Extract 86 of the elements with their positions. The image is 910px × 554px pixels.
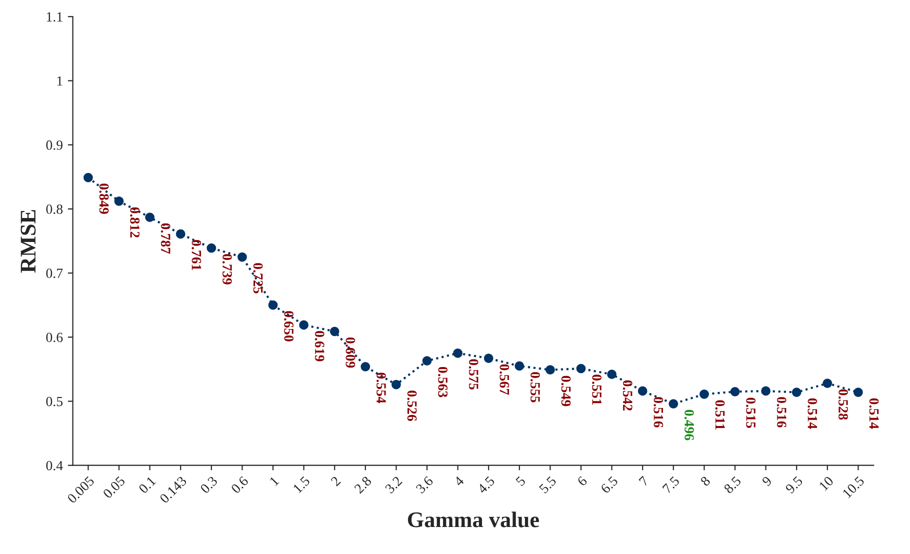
point [854, 388, 863, 397]
y-tick-label: 0.5 [46, 396, 63, 406]
point [700, 390, 709, 399]
x-tick-label: 0.6 [230, 476, 249, 494]
y-tick-label: 0.4 [46, 460, 63, 470]
data-label: 0.516 [654, 397, 664, 428]
x-tick-label: 5.5 [538, 476, 557, 494]
x-tick-label: 8.5 [723, 476, 742, 494]
x-tick-label: 7.5 [662, 476, 680, 494]
data-label: 0.761 [192, 240, 202, 270]
x-tick-label: 1.5 [292, 476, 310, 494]
point [607, 370, 616, 380]
x-tick-label: 10.5 [842, 476, 865, 498]
data-label: 0.739 [222, 254, 232, 284]
x-tick-label: 6 [576, 476, 588, 486]
x-tick-label: 1 [269, 476, 280, 486]
x-axis-title: Gamma value [408, 512, 539, 528]
data-label: 0.575 [468, 359, 478, 390]
data-label: 0.787 [160, 223, 170, 254]
point [114, 196, 124, 206]
data-label: 0.515 [746, 398, 756, 428]
data-label: 0.555 [530, 372, 540, 402]
point [792, 388, 802, 397]
data-label: 0.549 [561, 376, 571, 406]
data-label: 0.551 [592, 374, 602, 405]
point [268, 300, 278, 310]
y-tick-label: 0.8 [46, 204, 63, 214]
data-label: 0.563 [438, 366, 448, 398]
x-tick-label: 5 [515, 476, 526, 486]
point [576, 364, 586, 374]
x-tick-label: 0.05 [102, 476, 126, 499]
x-tick-label: 3.2 [384, 476, 403, 494]
point [360, 362, 370, 372]
point [546, 365, 555, 375]
data-label: 0.609 [346, 337, 356, 368]
x-tick-label: 8 [700, 476, 711, 487]
annotation: 0.496 [684, 410, 694, 440]
x-tick-label: 7 [638, 476, 650, 486]
point [761, 386, 770, 396]
point [730, 386, 740, 396]
data-label: 0.514 [808, 398, 818, 429]
x-tick-label: 4 [453, 476, 464, 487]
point [514, 361, 524, 371]
data-label: 0.650 [284, 311, 294, 342]
point [453, 348, 462, 358]
data-label: 0.516 [776, 397, 786, 428]
point [330, 326, 340, 336]
data-label: 0.554 [376, 372, 386, 404]
data-label: 0.528 [838, 389, 848, 420]
x-tick-label: 0.1 [138, 476, 156, 494]
point [299, 320, 308, 330]
point [145, 212, 154, 222]
data-label: 0.542 [622, 380, 632, 411]
x-tick-label: 3.6 [416, 476, 434, 494]
point [668, 399, 678, 409]
point [206, 243, 216, 253]
data-label: 0.812 [130, 207, 140, 238]
point [84, 172, 93, 182]
data-label: 0.725 [253, 263, 263, 294]
point [822, 378, 832, 388]
point [422, 356, 432, 366]
point [238, 252, 247, 262]
point [392, 380, 401, 390]
data-label: 0.511 [715, 400, 725, 430]
x-tick-label: 6.5 [600, 476, 618, 494]
data-label: 0.514 [869, 398, 879, 429]
x-tick-label: 10 [818, 476, 834, 491]
x-tick-label: 4.5 [476, 476, 496, 494]
x-tick-label: 9.5 [784, 476, 804, 494]
y-tick-label: 0.7 [46, 268, 63, 278]
y-tick-label: 0.6 [46, 332, 63, 342]
x-tick-label: 2.8 [354, 476, 372, 494]
data-label: 0.849 [99, 184, 109, 214]
y-tick-label: 1.1 [46, 12, 62, 22]
x-tick-label: 2 [330, 476, 341, 486]
y-tick-label: 0.9 [46, 140, 63, 150]
x-tick-label: 9 [762, 476, 772, 487]
point [176, 229, 186, 239]
point [638, 386, 648, 396]
point [484, 354, 494, 363]
data-label: 0.619 [314, 331, 324, 362]
y-axis-title: RMSE [20, 210, 36, 273]
x-tick-label: 0.3 [200, 476, 218, 494]
data-label: 0.567 [500, 364, 510, 395]
y-tick-label: 1 [57, 76, 62, 86]
data-label: 0.526 [407, 390, 417, 421]
